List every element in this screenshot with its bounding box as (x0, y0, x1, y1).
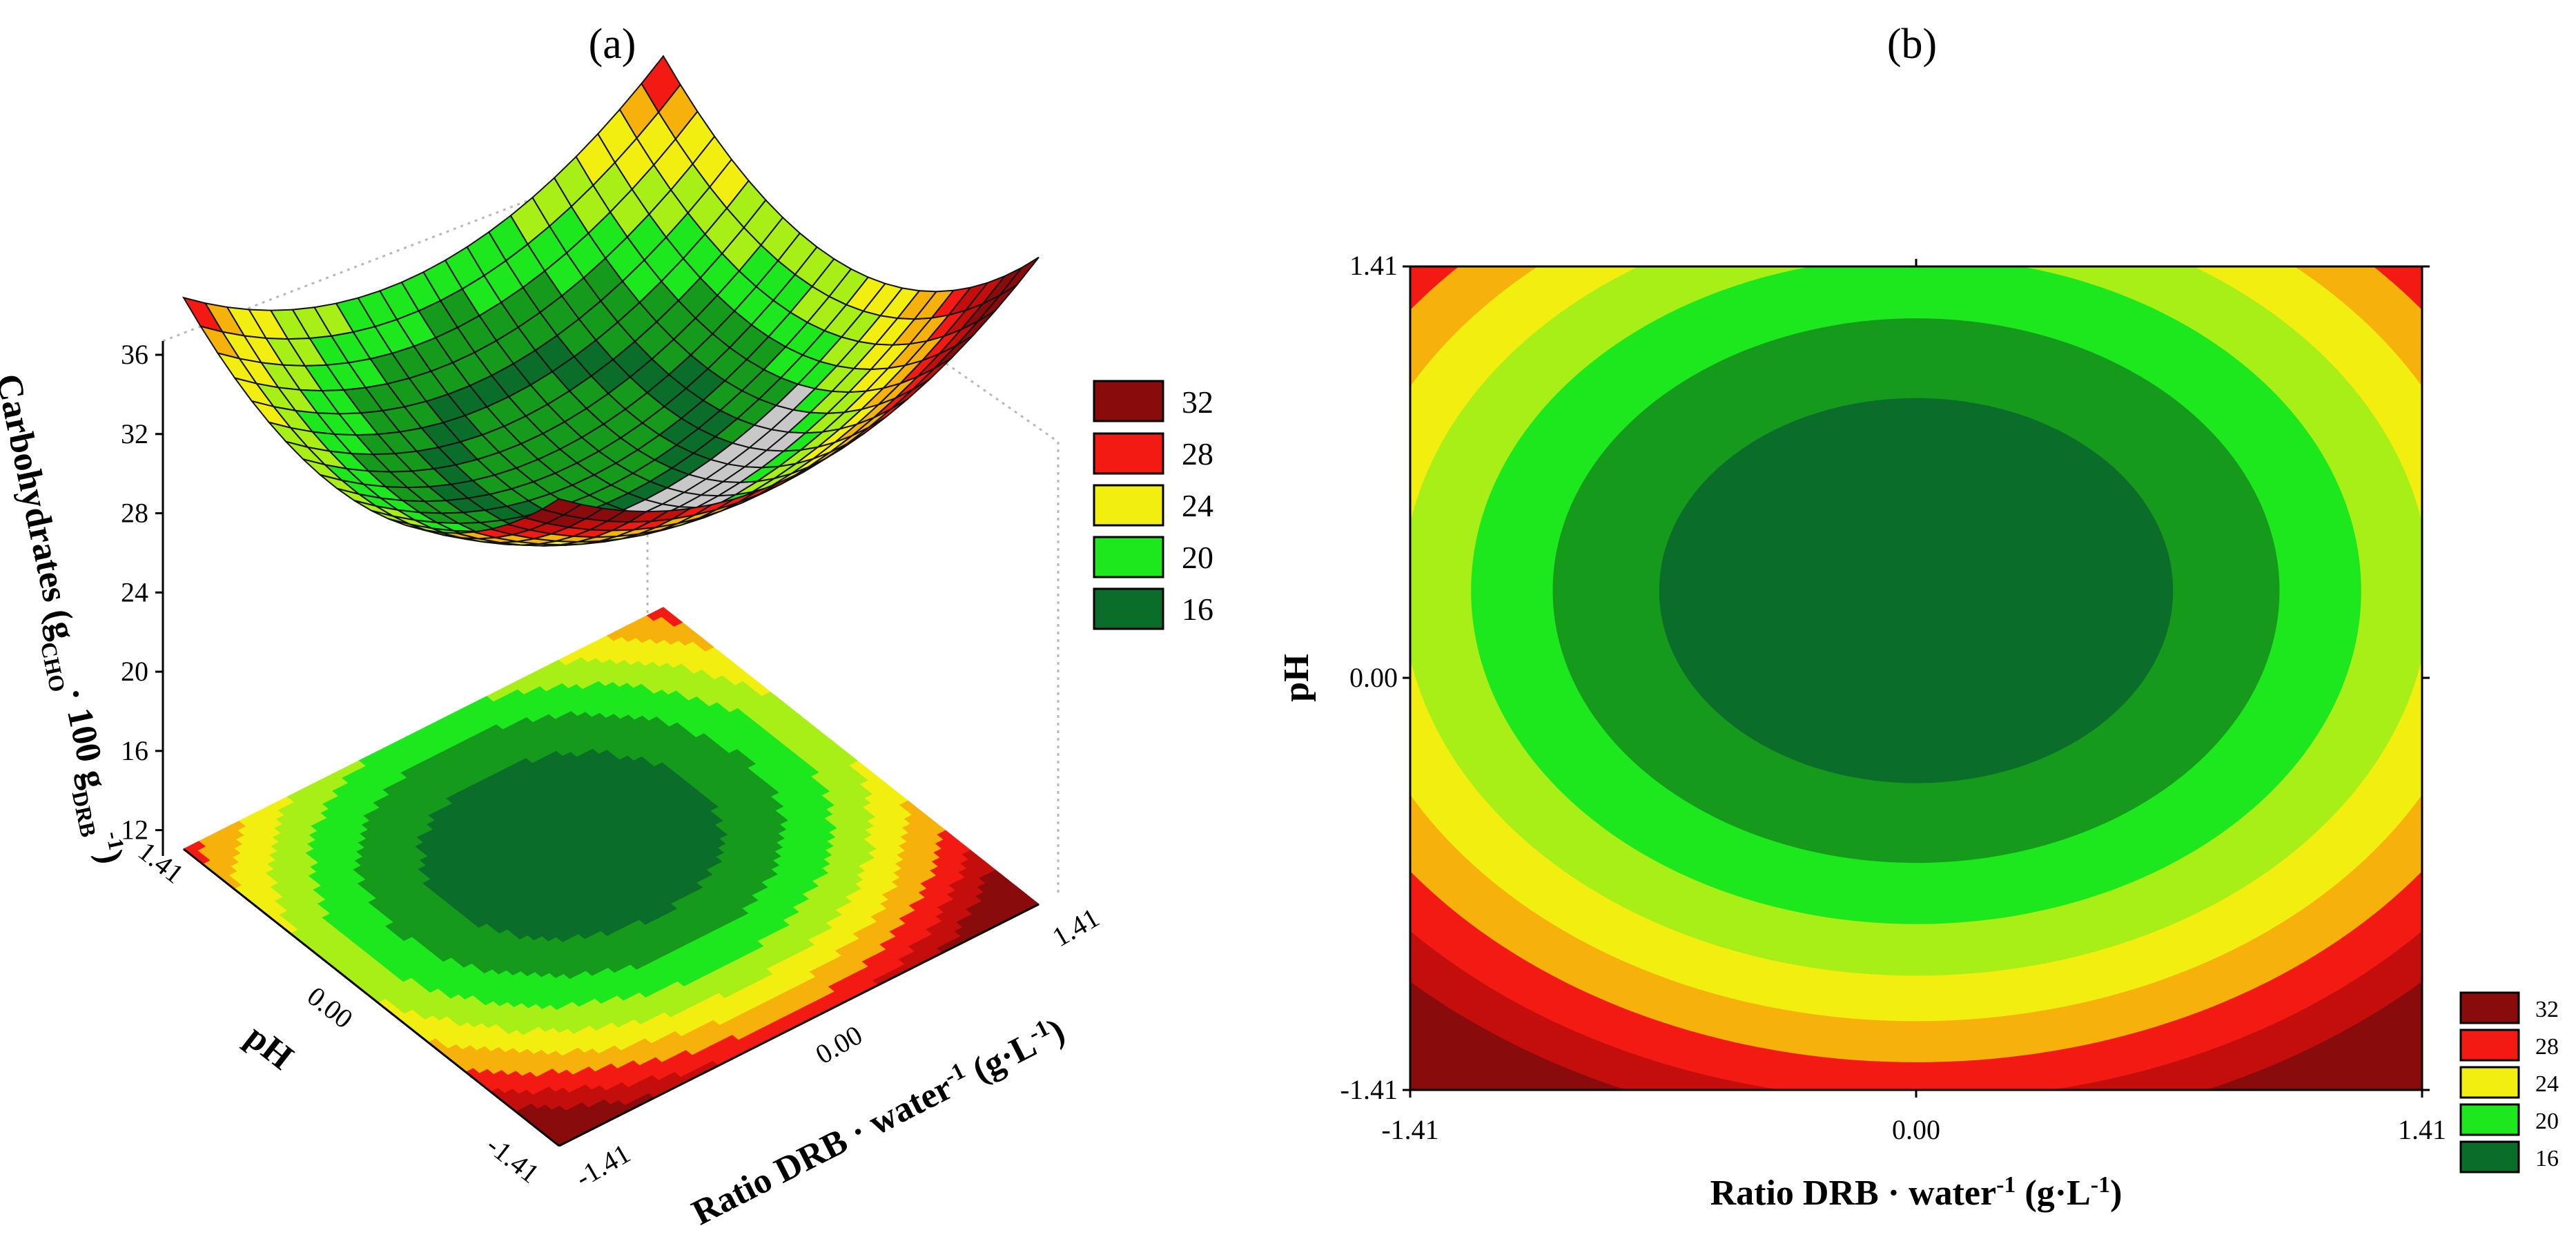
panel-b-label: (b) (1887, 21, 1937, 68)
chart-a-legend-swatch-24 (1093, 484, 1164, 527)
chart-b-contour-core (1734, 454, 2098, 727)
chart-a-legend-swatch-16 (1093, 587, 1164, 630)
chart-a-z-tick-label: 32 (121, 418, 148, 449)
chart-b-legend-label-20: 20 (2535, 1109, 2559, 1134)
chart-b-x-tick-left: -1.41 (1381, 1114, 1438, 1145)
chart-a-legend-swatch-32 (1093, 380, 1164, 422)
chart-a-z-tick-label: 12 (121, 815, 148, 846)
chart-a-ratio-tick-mid: 0.00 (810, 1019, 868, 1070)
chart-a-legend-swatch-28 (1093, 432, 1164, 475)
chart-a-ratio-tick-left: -1.41 (570, 1138, 636, 1194)
chart-a-legend-label-20: 20 (1182, 540, 1213, 575)
chart-a-ph-tick-mid: 0.00 (302, 980, 359, 1035)
chart-a: 36 32 28 24 20 16 12 1.41 0.00 -1.41 -1.41 0.0… (0, 55, 1213, 1233)
chart-b-legend-label-28: 28 (2535, 1034, 2559, 1060)
chart-a-legend-label-28: 28 (1182, 436, 1213, 471)
chart-a-z-ticks: 36 32 28 24 20 16 12 (121, 339, 163, 846)
chart-b-y-tick-mid: 0.00 (1349, 662, 1398, 693)
chart-a-legend-swatch-20 (1093, 536, 1164, 578)
chart-a-legend-label-32: 32 (1182, 384, 1213, 420)
chart-a-base-contour (182, 607, 1040, 1147)
chart-b-tick-marks (1403, 259, 2430, 1098)
chart-b-contours (1410, 266, 2422, 1090)
chart-b-legend-swatch-16 (2459, 1140, 2520, 1173)
chart-a-z-tick-label: 16 (121, 735, 148, 766)
chart-b-legend-label-32: 32 (2535, 997, 2559, 1022)
chart-a-legend: 32 28 24 20 16 (1093, 380, 1213, 630)
chart-b: 1.41 0.00 -1.41 -1.41 0.00 1.41 pH Ratio… (1277, 250, 2559, 1214)
chart-a-z-tick-label: 20 (121, 656, 148, 687)
chart-a-ph-tick-bottom: -1.41 (481, 1129, 545, 1189)
chart-b-x-tick-mid: 0.00 (1892, 1114, 1940, 1145)
chart-a-surface-cell (999, 256, 1040, 296)
chart-b-y-tick-top: 1.41 (1349, 250, 1398, 281)
chart-b-x-title: Ratio DRB · water-1 (g·L-1) (1710, 1172, 2123, 1214)
chart-a-z-tick-label: 36 (121, 339, 148, 370)
chart-a-ratio-tick-right: 1.41 (1047, 902, 1104, 953)
panel-a-label: (a) (589, 21, 636, 68)
chart-a-z-title: Carbohydrates (gCHO· 100 gDRB-1) (0, 371, 132, 869)
chart-a-base-cell (654, 607, 671, 617)
chart-a-ph-axis (183, 848, 560, 1147)
chart-b-legend-swatch-28 (2459, 1029, 2520, 1062)
chart-a-z-tick-label: 28 (121, 498, 148, 529)
chart-a-z-tick-label: 24 (121, 576, 148, 607)
chart-b-legend-swatch-32 (2459, 991, 2520, 1024)
chart-b-legend-label-16: 16 (2535, 1146, 2559, 1171)
chart-b-legend-swatch-20 (2459, 1103, 2520, 1136)
chart-b-y-title: pH (1277, 654, 1316, 701)
chart-b-legend-label-24: 24 (2535, 1071, 2559, 1097)
chart-b-legend-swatch-24 (2459, 1066, 2520, 1099)
chart-a-legend-label-16: 16 (1182, 592, 1213, 627)
chart-a-ratio-axis (558, 903, 1040, 1147)
chart-b-x-tick-right: 1.41 (2398, 1114, 2446, 1145)
chart-b-y-tick-bottom: -1.41 (1340, 1074, 1398, 1105)
chart-a-surface (182, 55, 1040, 547)
chart-b-legend: 32 28 24 20 16 (2459, 991, 2559, 1173)
chart-a-ph-title: pH (238, 1017, 300, 1078)
chart-a-legend-label-24: 24 (1182, 488, 1213, 523)
